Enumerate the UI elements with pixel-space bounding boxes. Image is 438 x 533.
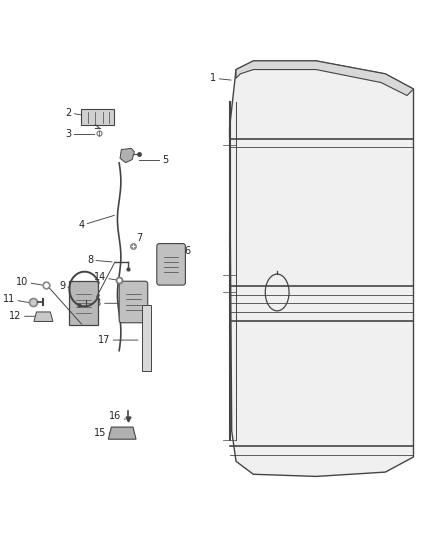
FancyBboxPatch shape: [81, 109, 114, 125]
Text: 11: 11: [3, 294, 30, 304]
Text: 4: 4: [78, 215, 114, 230]
Text: 10: 10: [16, 277, 45, 287]
Text: 3: 3: [65, 130, 95, 140]
Text: 7: 7: [134, 233, 143, 247]
Text: 8: 8: [87, 255, 112, 265]
Text: 12: 12: [9, 311, 41, 321]
Text: 13: 13: [90, 298, 129, 308]
FancyBboxPatch shape: [142, 305, 151, 371]
FancyBboxPatch shape: [69, 281, 98, 325]
Text: 15: 15: [94, 428, 121, 438]
FancyBboxPatch shape: [157, 244, 185, 285]
FancyBboxPatch shape: [119, 281, 148, 323]
Polygon shape: [120, 148, 134, 163]
Text: 17: 17: [98, 335, 138, 345]
Text: 2: 2: [65, 108, 92, 118]
Text: 16: 16: [109, 411, 125, 421]
Polygon shape: [230, 61, 413, 477]
Text: 14: 14: [94, 272, 117, 282]
Text: 1: 1: [210, 73, 231, 83]
Text: 6: 6: [178, 246, 190, 259]
Polygon shape: [108, 427, 136, 439]
Text: 5: 5: [139, 156, 169, 165]
Polygon shape: [34, 312, 53, 321]
Polygon shape: [236, 61, 413, 95]
Text: 9: 9: [59, 281, 82, 291]
